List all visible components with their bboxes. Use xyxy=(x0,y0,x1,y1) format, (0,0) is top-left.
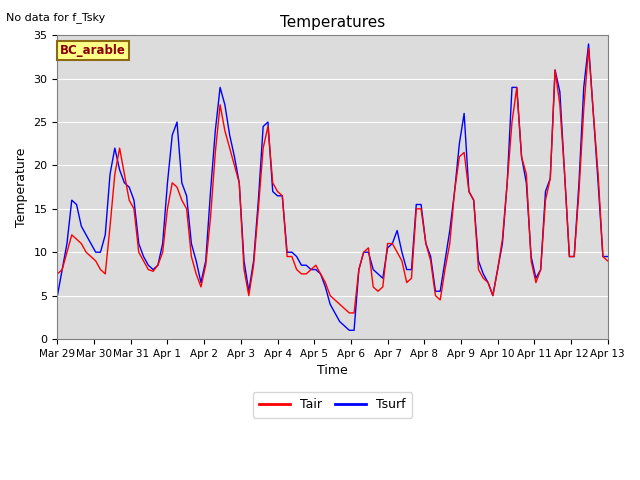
Tsurf xyxy=(346,327,353,333)
Tair xyxy=(566,253,573,259)
Tsurf xyxy=(604,253,612,259)
Tsurf xyxy=(585,41,593,47)
Y-axis label: Temperature: Temperature xyxy=(15,147,28,227)
Tsurf xyxy=(427,253,435,259)
Title: Temperatures: Temperatures xyxy=(280,15,385,30)
Text: No data for f_Tsky: No data for f_Tsky xyxy=(6,12,106,23)
Tair xyxy=(604,258,612,264)
Line: Tsurf: Tsurf xyxy=(58,44,608,330)
Tair xyxy=(504,180,511,186)
Tair xyxy=(54,271,61,277)
Tsurf xyxy=(504,180,511,186)
Tsurf xyxy=(518,154,525,160)
Tair xyxy=(394,249,401,255)
Tair xyxy=(427,258,435,264)
Tsurf xyxy=(394,228,401,233)
Tair xyxy=(585,46,593,51)
Tsurf xyxy=(54,293,61,299)
Legend: Tair, Tsurf: Tair, Tsurf xyxy=(253,392,412,418)
Line: Tair: Tair xyxy=(58,48,608,313)
Tsurf xyxy=(240,258,248,264)
Tair xyxy=(240,267,248,273)
Tsurf xyxy=(566,253,573,259)
Tair xyxy=(518,154,525,160)
X-axis label: Time: Time xyxy=(317,364,348,377)
Text: BC_arable: BC_arable xyxy=(60,45,126,58)
Tair xyxy=(346,310,353,316)
